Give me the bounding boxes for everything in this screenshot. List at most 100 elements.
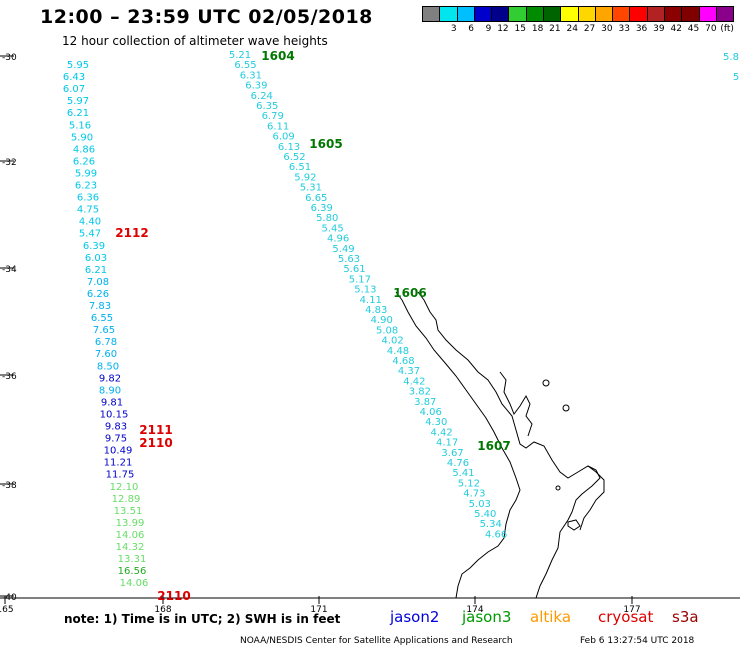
wave-height-label: 5.17 (349, 274, 371, 285)
time-tag: 2110 (157, 589, 190, 603)
wave-height-label: 6.21 (67, 108, 89, 119)
new-zealand-coastline (395, 291, 605, 599)
lon-label: 171 (310, 605, 327, 615)
wave-height-label: 5.34 (480, 519, 502, 530)
wave-height-label: 5.47 (79, 229, 101, 240)
lon-label: 174 (466, 605, 483, 615)
wave-height-label: 4.86 (73, 144, 95, 155)
mission-label: jason3 (462, 608, 512, 626)
coromandel-coast (499, 371, 533, 437)
wave-height-label: 5.97 (67, 96, 89, 107)
time-tag: 2112 (115, 226, 148, 240)
wave-height-label: 4.40 (79, 217, 101, 228)
wave-height-label: 6.39 (311, 203, 333, 214)
wave-height-label: 5.13 (354, 285, 376, 296)
legend-tick: 6 (468, 24, 474, 34)
wave-height-label: 4.02 (381, 336, 403, 347)
mission-label: cryosat (598, 608, 654, 626)
northland-coast (417, 291, 601, 599)
legend-swatch (578, 7, 596, 21)
legend-swatch (716, 7, 734, 21)
map-subtitle: 12 hour collection of altimeter wave hei… (62, 34, 328, 48)
legend-tick: 39 (653, 24, 665, 34)
wave-height-label: 6.35 (256, 101, 278, 112)
wave-height-label: 5 (733, 72, 739, 83)
legend-swatch (595, 7, 614, 21)
legend-swatch (630, 7, 648, 21)
wave-height-label: 13.31 (118, 554, 147, 565)
wave-height-label: 5.12 (458, 478, 480, 489)
wave-height-label: 6.43 (63, 72, 85, 83)
time-tag: 1606 (393, 286, 426, 300)
wave-height-label: 5.80 (316, 213, 338, 224)
wave-height-label: 5.95 (67, 60, 89, 71)
wave-height-label: 5.92 (294, 172, 316, 183)
wave-height-label: 6.39 (83, 241, 105, 252)
time-tag: 1604 (261, 49, 294, 63)
wave-height-label: 6.36 (77, 193, 99, 204)
legend-tick: 12 (497, 24, 509, 34)
wave-height-label: 6.11 (267, 121, 289, 132)
lat-label: -32 (2, 158, 17, 168)
wave-height-label: 5.8 (723, 52, 739, 63)
wave-height-label: 5.40 (474, 509, 496, 520)
wave-height-label: 14.32 (116, 542, 145, 553)
legend-tick: 24 (566, 24, 578, 34)
wave-height-label: 9.83 (105, 422, 127, 433)
wave-height-label: 11.75 (106, 470, 135, 481)
legend-swatch (664, 7, 683, 21)
wave-height-label: 4.17 (436, 438, 458, 449)
wave-height-label: 9.82 (99, 373, 121, 384)
time-tag: 2111 (139, 423, 172, 437)
wave-height-label: 10.15 (100, 409, 129, 420)
wave-height-label: 3.87 (414, 397, 436, 408)
legend-swatch (699, 7, 717, 21)
wave-height-label: 7.65 (93, 325, 115, 336)
great-barrier-island (542, 379, 550, 387)
wave-height-label: 13.51 (114, 506, 143, 517)
wave-height-label: 7.60 (95, 349, 117, 360)
wave-height-label: 9.81 (101, 397, 123, 408)
wave-height-label: 9.75 (105, 434, 127, 445)
wave-height-label: 4.73 (463, 489, 485, 500)
wave-height-label: 6.03 (85, 253, 107, 264)
legend-tick: 36 (635, 24, 648, 34)
wave-height-label: 16.56 (118, 566, 147, 577)
wave-height-label: 6.23 (75, 181, 97, 192)
wave-height-label: 12.89 (112, 494, 141, 505)
wave-height-label: 6.13 (278, 142, 300, 153)
white-island (555, 485, 561, 491)
wave-height-label: 6.51 (289, 162, 311, 173)
wave-height-label: 4.42 (403, 376, 425, 387)
wave-height-label: 5.41 (452, 468, 474, 479)
wave-height-label: 5.61 (343, 264, 365, 275)
wave-height-label: 6.26 (87, 289, 109, 300)
wave-height-label: 6.07 (63, 84, 85, 95)
wave-height-label: 5.45 (322, 223, 344, 234)
diagonal-altimeter-track: 5.216.556.316.396.246.356.796.116.096.13… (229, 50, 507, 540)
wave-height-label: 4.06 (420, 407, 442, 418)
legend-tick: 42 (670, 24, 682, 34)
small-island (562, 404, 570, 412)
wave-height-label: 4.96 (327, 234, 349, 245)
mission-label: s3a (672, 608, 699, 626)
wave-height-label: 5.49 (332, 244, 354, 255)
legend-tick: 21 (549, 24, 561, 34)
wave-height-label: 13.99 (116, 518, 145, 529)
credit-line: NOAA/NESDIS Center for Satellite Applica… (240, 636, 513, 646)
lat-label: -38 (2, 481, 17, 491)
wave-height-label: 12.10 (110, 482, 139, 493)
wave-height-label: 6.78 (95, 337, 117, 348)
legend-swatch (682, 7, 700, 21)
wave-height-label: 6.39 (245, 81, 267, 92)
mission-label: altika (530, 608, 572, 626)
legend-tick: 45 (687, 24, 700, 34)
time-tag: 1605 (309, 137, 342, 151)
wave-height-label: 8.50 (97, 361, 119, 372)
wave-height-label: 5.63 (338, 254, 360, 265)
wave-height-label: 6.21 (85, 265, 107, 276)
legend-tick: 70 (705, 24, 717, 34)
map-grid (0, 55, 740, 604)
lat-label: -40 (2, 593, 17, 603)
